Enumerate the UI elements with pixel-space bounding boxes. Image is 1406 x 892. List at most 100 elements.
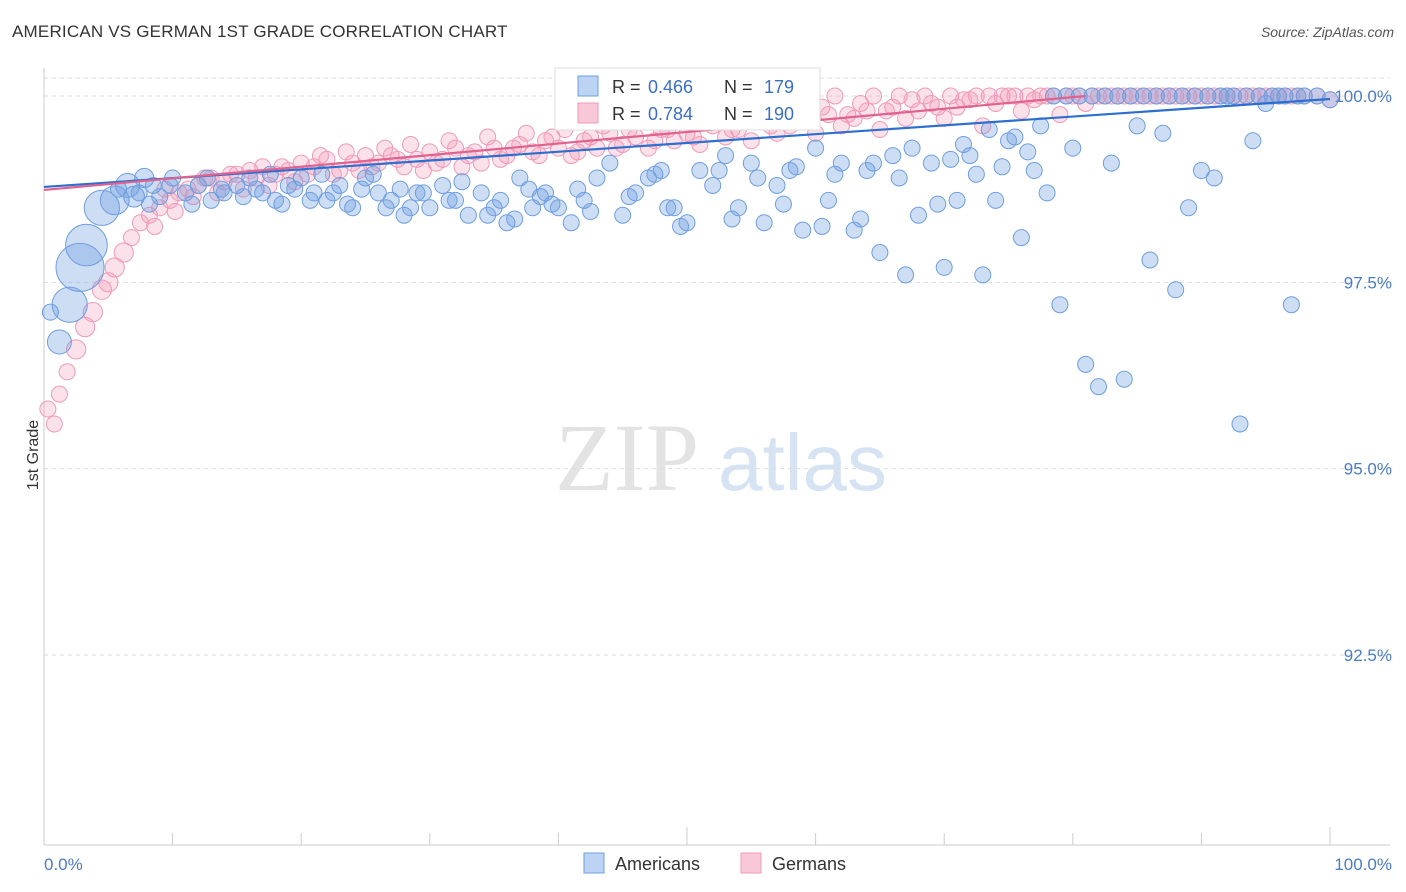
americans-point bbox=[647, 166, 663, 182]
americans-point bbox=[354, 181, 370, 197]
americans-point bbox=[808, 140, 824, 156]
germans-point bbox=[917, 88, 933, 104]
americans-point bbox=[975, 267, 991, 283]
americans-point bbox=[692, 163, 708, 179]
americans-point bbox=[1232, 416, 1248, 432]
americans-point bbox=[544, 196, 560, 212]
americans-point bbox=[365, 166, 381, 182]
americans-point bbox=[302, 192, 318, 208]
germans-point bbox=[338, 144, 354, 160]
americans-point bbox=[441, 192, 457, 208]
germans-point bbox=[827, 88, 843, 104]
americans-point bbox=[968, 166, 984, 182]
americans-point bbox=[454, 174, 470, 190]
americans-point bbox=[1078, 356, 1094, 372]
americans-point bbox=[660, 200, 676, 216]
americans-point bbox=[621, 189, 637, 205]
germans-r-label: R = bbox=[612, 104, 641, 124]
americans-point bbox=[853, 211, 869, 227]
americans-point bbox=[52, 287, 87, 322]
americans-point bbox=[1181, 200, 1197, 216]
americans-point bbox=[865, 155, 881, 171]
americans-point bbox=[872, 245, 888, 261]
americans-point bbox=[1007, 129, 1023, 145]
americans-point bbox=[955, 136, 971, 152]
americans-point bbox=[287, 181, 303, 197]
americans-point bbox=[473, 185, 489, 201]
americans-point bbox=[415, 185, 431, 201]
americans-point bbox=[602, 155, 618, 171]
y-axis-label: 1st Grade bbox=[25, 420, 42, 490]
americans-point bbox=[570, 181, 586, 197]
americans-point bbox=[615, 207, 631, 223]
americans-point bbox=[673, 218, 689, 234]
germans-point bbox=[46, 416, 62, 432]
americans-point bbox=[1245, 133, 1261, 149]
americans-point bbox=[1013, 230, 1029, 246]
germans-point bbox=[531, 148, 547, 164]
americans-point bbox=[589, 170, 605, 186]
americans-point bbox=[1052, 297, 1068, 313]
germans-swatch bbox=[578, 103, 598, 123]
americans-point bbox=[898, 267, 914, 283]
germans-point bbox=[493, 151, 509, 167]
americans-point bbox=[750, 170, 766, 186]
germans-n-label: N = bbox=[724, 104, 753, 124]
americans-point bbox=[1206, 170, 1222, 186]
germans-point bbox=[518, 125, 534, 141]
germans-point bbox=[454, 159, 470, 175]
americans-point bbox=[930, 196, 946, 212]
americans-n-value: 179 bbox=[764, 77, 794, 97]
germans-point bbox=[840, 107, 856, 123]
americans-point bbox=[274, 196, 290, 212]
germans-point bbox=[312, 148, 328, 164]
americans-point bbox=[1129, 118, 1145, 134]
germans-point bbox=[123, 230, 139, 246]
germans-point bbox=[480, 129, 496, 145]
americans-point bbox=[1168, 282, 1184, 298]
americans-point bbox=[392, 181, 408, 197]
germans-point bbox=[147, 218, 163, 234]
americans-point bbox=[435, 177, 451, 193]
americans-point bbox=[563, 215, 579, 231]
y-tick-label: 97.5% bbox=[1344, 273, 1392, 292]
americans-point bbox=[1155, 125, 1171, 141]
americans-swatch bbox=[578, 76, 598, 96]
americans-point bbox=[814, 218, 830, 234]
americans-point bbox=[910, 207, 926, 223]
americans-point bbox=[743, 155, 759, 171]
americans-point bbox=[47, 330, 71, 354]
americans-r-label: R = bbox=[612, 77, 641, 97]
legend-germans-swatch bbox=[741, 853, 761, 873]
americans-point bbox=[1020, 144, 1036, 160]
legend-americans-label: Americans bbox=[615, 854, 700, 874]
americans-point bbox=[820, 192, 836, 208]
americans-point bbox=[885, 148, 901, 164]
americans-point bbox=[756, 215, 772, 231]
americans-point bbox=[943, 151, 959, 167]
americans-point bbox=[827, 166, 843, 182]
scatter-chart: ZIP atlas 100.0%97.5%95.0%92.5% 1st Grad… bbox=[0, 0, 1406, 892]
germans-point bbox=[878, 103, 894, 119]
germans-point bbox=[428, 155, 444, 171]
y-tick-labels: 100.0%97.5%95.0%92.5% bbox=[1334, 87, 1392, 665]
americans-r-value: 0.466 bbox=[648, 77, 693, 97]
legend-germans-label: Germans bbox=[772, 854, 846, 874]
americans-n-label: N = bbox=[724, 77, 753, 97]
y-tick-label: 92.5% bbox=[1344, 646, 1392, 665]
americans-point bbox=[583, 204, 599, 220]
germans-point bbox=[441, 133, 457, 149]
stats-legend: R = 0.466 N = 179 R = 0.784 N = 190 bbox=[555, 68, 820, 130]
americans-point bbox=[949, 192, 965, 208]
y-tick-label: 95.0% bbox=[1344, 460, 1392, 479]
americans-point bbox=[339, 196, 355, 212]
americans-point bbox=[788, 159, 804, 175]
americans-point bbox=[981, 122, 997, 138]
americans-point bbox=[325, 185, 341, 201]
germans-point bbox=[1013, 103, 1029, 119]
americans-point bbox=[1039, 185, 1055, 201]
americans-point bbox=[936, 259, 952, 275]
americans-point bbox=[904, 140, 920, 156]
germans-point bbox=[865, 88, 881, 104]
americans-point bbox=[1065, 140, 1081, 156]
